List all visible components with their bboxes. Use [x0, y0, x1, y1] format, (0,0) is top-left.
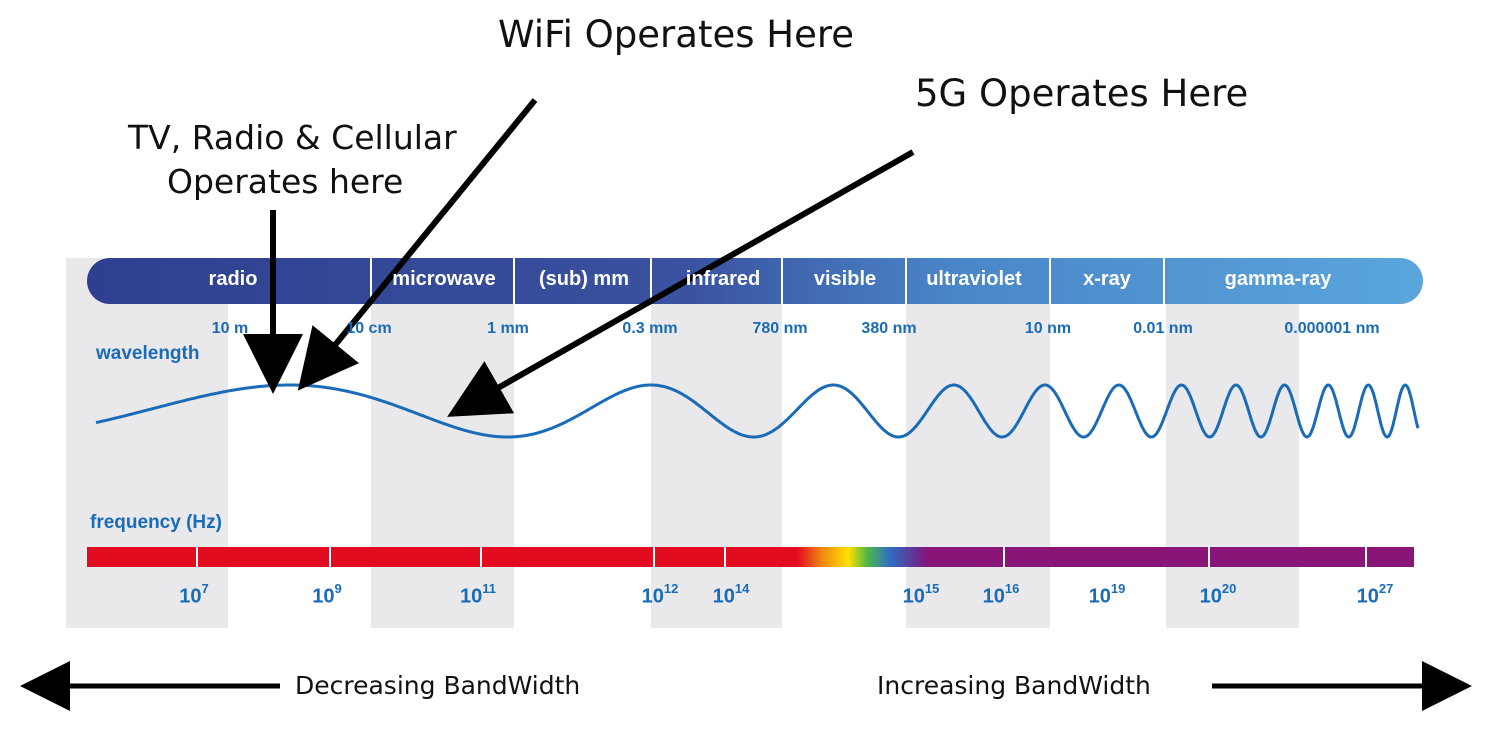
- tv-radio-annotation-line1: TV, Radio & Cellular: [128, 118, 457, 157]
- frequency-label: 1020: [1199, 581, 1237, 608]
- increasing-bandwidth-label: Increasing BandWidth: [877, 671, 1151, 700]
- frequency-label: 1027: [1356, 581, 1394, 608]
- band-label-ultraviolet: ultraviolet: [926, 268, 1022, 290]
- wifi-annotation: WiFi Operates Here: [498, 13, 854, 56]
- wavelength-label: 380 nm: [861, 320, 917, 337]
- frequency-label: 107: [179, 581, 209, 608]
- fiveg-annotation: 5G Operates Here: [915, 72, 1249, 115]
- wavelength-label: 10 cm: [346, 320, 392, 337]
- frequency-bar: [87, 547, 1414, 567]
- wavelength-label: 0.01 nm: [1133, 320, 1193, 337]
- frequency-label: 1016: [982, 581, 1020, 608]
- frequency-axis-label: frequency (Hz): [90, 512, 222, 533]
- stripe: [1166, 258, 1299, 628]
- band-label-microwave: microwave: [392, 268, 496, 290]
- stripe: [651, 258, 782, 628]
- frequency-label: 1015: [902, 581, 940, 608]
- band-label-x-ray: x-ray: [1083, 268, 1131, 290]
- stripe: [66, 258, 228, 628]
- band-label-sub-mm: (sub) mm: [539, 268, 629, 290]
- frequency-label: 1011: [460, 581, 496, 608]
- band-label-visible: visible: [813, 268, 877, 290]
- wavelength-axis-label: wavelength: [96, 343, 200, 364]
- wavelength-label: 10 nm: [1024, 320, 1072, 337]
- band-label-gamma-ray: gamma-ray: [1224, 268, 1332, 290]
- band-bar: [87, 258, 1423, 304]
- tv-radio-annotation-line2: Operates here: [167, 162, 404, 201]
- decreasing-bandwidth-label: Decreasing BandWidth: [295, 671, 581, 700]
- frequency-label: 109: [312, 581, 342, 608]
- wavelength-label: 0.000001 nm: [1284, 320, 1380, 337]
- band-label-infrared: infrared: [685, 268, 761, 290]
- wavelength-label: 10 m: [211, 320, 249, 337]
- wavelength-label: 1 mm: [487, 320, 529, 337]
- wifi-arrow: [297, 98, 538, 391]
- frequency-label: 1012: [641, 581, 679, 608]
- background-stripes: [66, 258, 1299, 628]
- wavelength-label: 780 nm: [752, 320, 808, 337]
- wavelength-label: 0.3 mm: [622, 320, 678, 337]
- band-label-radio: radio: [208, 268, 258, 290]
- stripe: [371, 258, 514, 628]
- stripe: [906, 258, 1050, 628]
- fiveg-arrow: [447, 149, 915, 417]
- frequency-label: 1014: [712, 581, 750, 608]
- frequency-label: 1019: [1088, 581, 1126, 608]
